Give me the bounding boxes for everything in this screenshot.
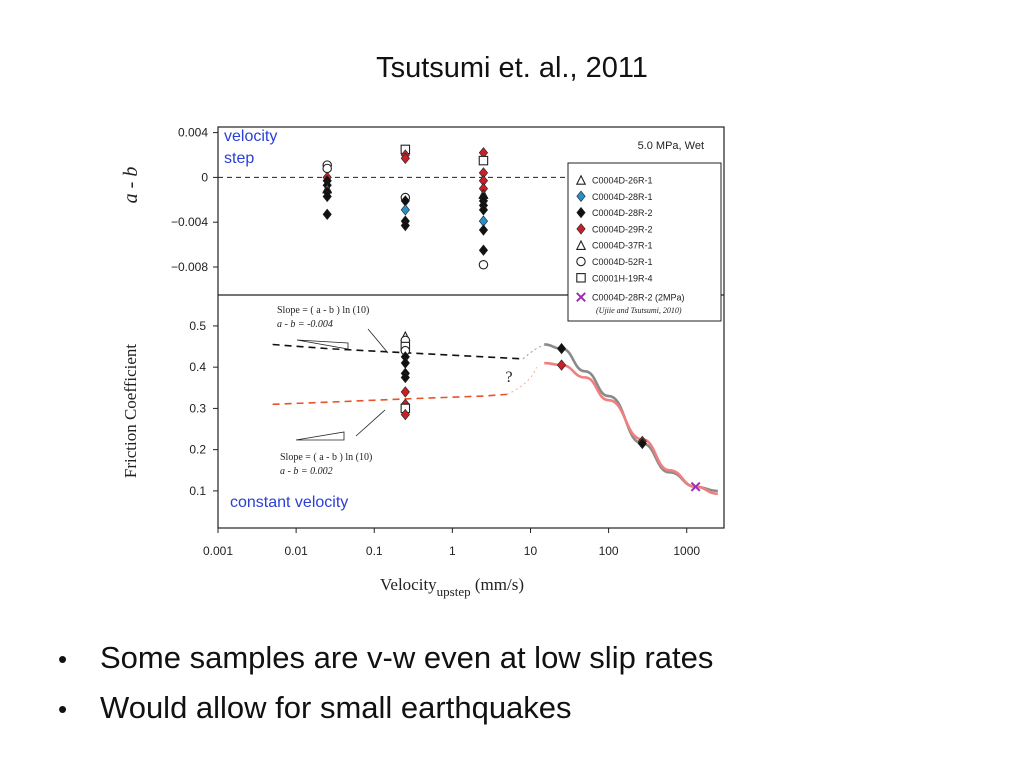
y-axis-label-top: a - b (120, 167, 142, 204)
top-data-point (478, 224, 489, 236)
x-marker-stroke (690, 481, 701, 492)
top-data-point (322, 163, 332, 174)
x-marker-stroke (576, 292, 586, 303)
top-data-point (322, 190, 332, 203)
legend-marker (575, 174, 587, 185)
bullet-dot: • (58, 644, 68, 674)
legend-citation: (Ujiie and Tsutsumi, 2010) (596, 306, 682, 315)
x-tick-label: 0.01 (284, 544, 308, 558)
bullet-list: • Some samples are v-w even at low slip … (58, 640, 713, 740)
legend-marker (576, 273, 586, 283)
top-data-point (478, 260, 489, 270)
top-data-point (478, 155, 489, 166)
legend-label: C0001H-19R-4 (592, 273, 653, 283)
x-tick-label: 10 (524, 544, 538, 558)
bullet-text: Would allow for small earthquakes (100, 690, 572, 725)
connector-upper (522, 343, 547, 360)
legend-marker (576, 292, 586, 303)
legend-label: C0004D-26R-1 (592, 176, 653, 186)
bullet-dot: • (58, 694, 68, 724)
panel-label-velocity: velocity (224, 128, 277, 145)
legend: C0004D-26R-1 C0004D-28R-1 C0004D-28R-2 C000… (567, 162, 722, 322)
series-line-dashed-black (272, 343, 523, 360)
legend-label: C0004D-52R-1 (592, 257, 653, 267)
slope-annotation-upper-line1: Slope = ( a - b ) ln (10) (277, 305, 369, 316)
slope-pointer-lower (355, 409, 386, 437)
bottom-data-point (690, 481, 701, 492)
x-tick-label: 100 (599, 544, 619, 558)
bullet-item: • Some samples are v-w even at low slip … (58, 640, 713, 690)
y-tick-label: −0.004 (171, 215, 208, 229)
legend-label: C0004D-29R-2 (592, 224, 653, 234)
legend-marker (576, 206, 586, 219)
legend-marker (575, 239, 587, 250)
top-data-point (322, 208, 332, 221)
x-tick-label: 1 (449, 544, 456, 558)
legend-label: C0004D-28R-1 (592, 192, 653, 202)
question-mark: ? (505, 369, 512, 386)
y-tick-label: 0.4 (189, 360, 206, 374)
y-tick-label: 0.5 (189, 319, 206, 333)
bullet-text: Some samples are v-w even at low slip ra… (100, 640, 714, 675)
friction-figure: 0.004 0 −0.004 −0.008 velocity step 5.0 MPa, W… (120, 126, 725, 599)
legend-marker (576, 190, 586, 202)
panel-label-step: step (224, 150, 254, 167)
top-data-point (400, 219, 410, 232)
series-line-curve-red (544, 361, 718, 496)
y-tick-label: 0 (201, 170, 208, 184)
panel-label-constant-velocity: constant velocity (230, 494, 348, 511)
slope-pointer-upper (367, 328, 389, 354)
plot-frame (217, 126, 725, 529)
y-axis-label-bottom: Friction Coefficient (121, 344, 140, 479)
x-tick-label: 0.1 (366, 544, 383, 558)
slope-triangle-lower (295, 431, 345, 441)
y-tick-label: 0.1 (189, 484, 206, 498)
slope-annotation-lower-line2: a - b = 0.002 (280, 466, 333, 477)
legend-marker (576, 223, 586, 235)
top-data-point (478, 204, 489, 216)
top-data-point (400, 152, 410, 165)
bottom-data-point (400, 408, 410, 421)
bottom-data-point (400, 386, 410, 398)
slope-annotation-upper-line2: a - b = -0.004 (277, 319, 333, 330)
legend-box (567, 162, 722, 322)
y-tick-label: −0.008 (171, 260, 208, 274)
legend-marker (576, 256, 586, 267)
bottom-data-point (400, 371, 410, 384)
y-tick-label: 0.2 (189, 443, 206, 457)
x-axis-label: Velocityupstep (mm/s) (380, 575, 524, 599)
bottom-data-point (556, 359, 567, 371)
top-data-point (400, 204, 410, 216)
x-tick-label: 0.001 (203, 544, 233, 558)
legend-label: C0004D-37R-1 (592, 241, 653, 251)
legend-label: C0004D-28R-2 (592, 208, 653, 218)
bottom-data-point (556, 342, 567, 355)
series-line-dashed-orange (272, 393, 508, 406)
x-tick-label: 1000 (673, 544, 700, 558)
y-tick-label: 0.004 (178, 126, 208, 140)
slope-annotation-lower-line1: Slope = ( a - b ) ln (10) (280, 452, 372, 463)
condition-annotation: 5.0 MPa, Wet (638, 140, 704, 152)
slope-triangle-upper (296, 339, 349, 350)
bullet-item: • Would allow for small earthquakes (58, 690, 713, 740)
y-tick-label: 0.3 (189, 401, 206, 415)
bottom-data-point (637, 437, 647, 450)
top-data-point (478, 244, 489, 256)
slide-title: Tsutsumi et. al., 2011 (376, 52, 648, 84)
series-line-curve-gray (544, 343, 718, 493)
legend-label: C0004D-28R-2 (2MPa) (592, 293, 685, 303)
bottom-data-point (400, 357, 410, 369)
